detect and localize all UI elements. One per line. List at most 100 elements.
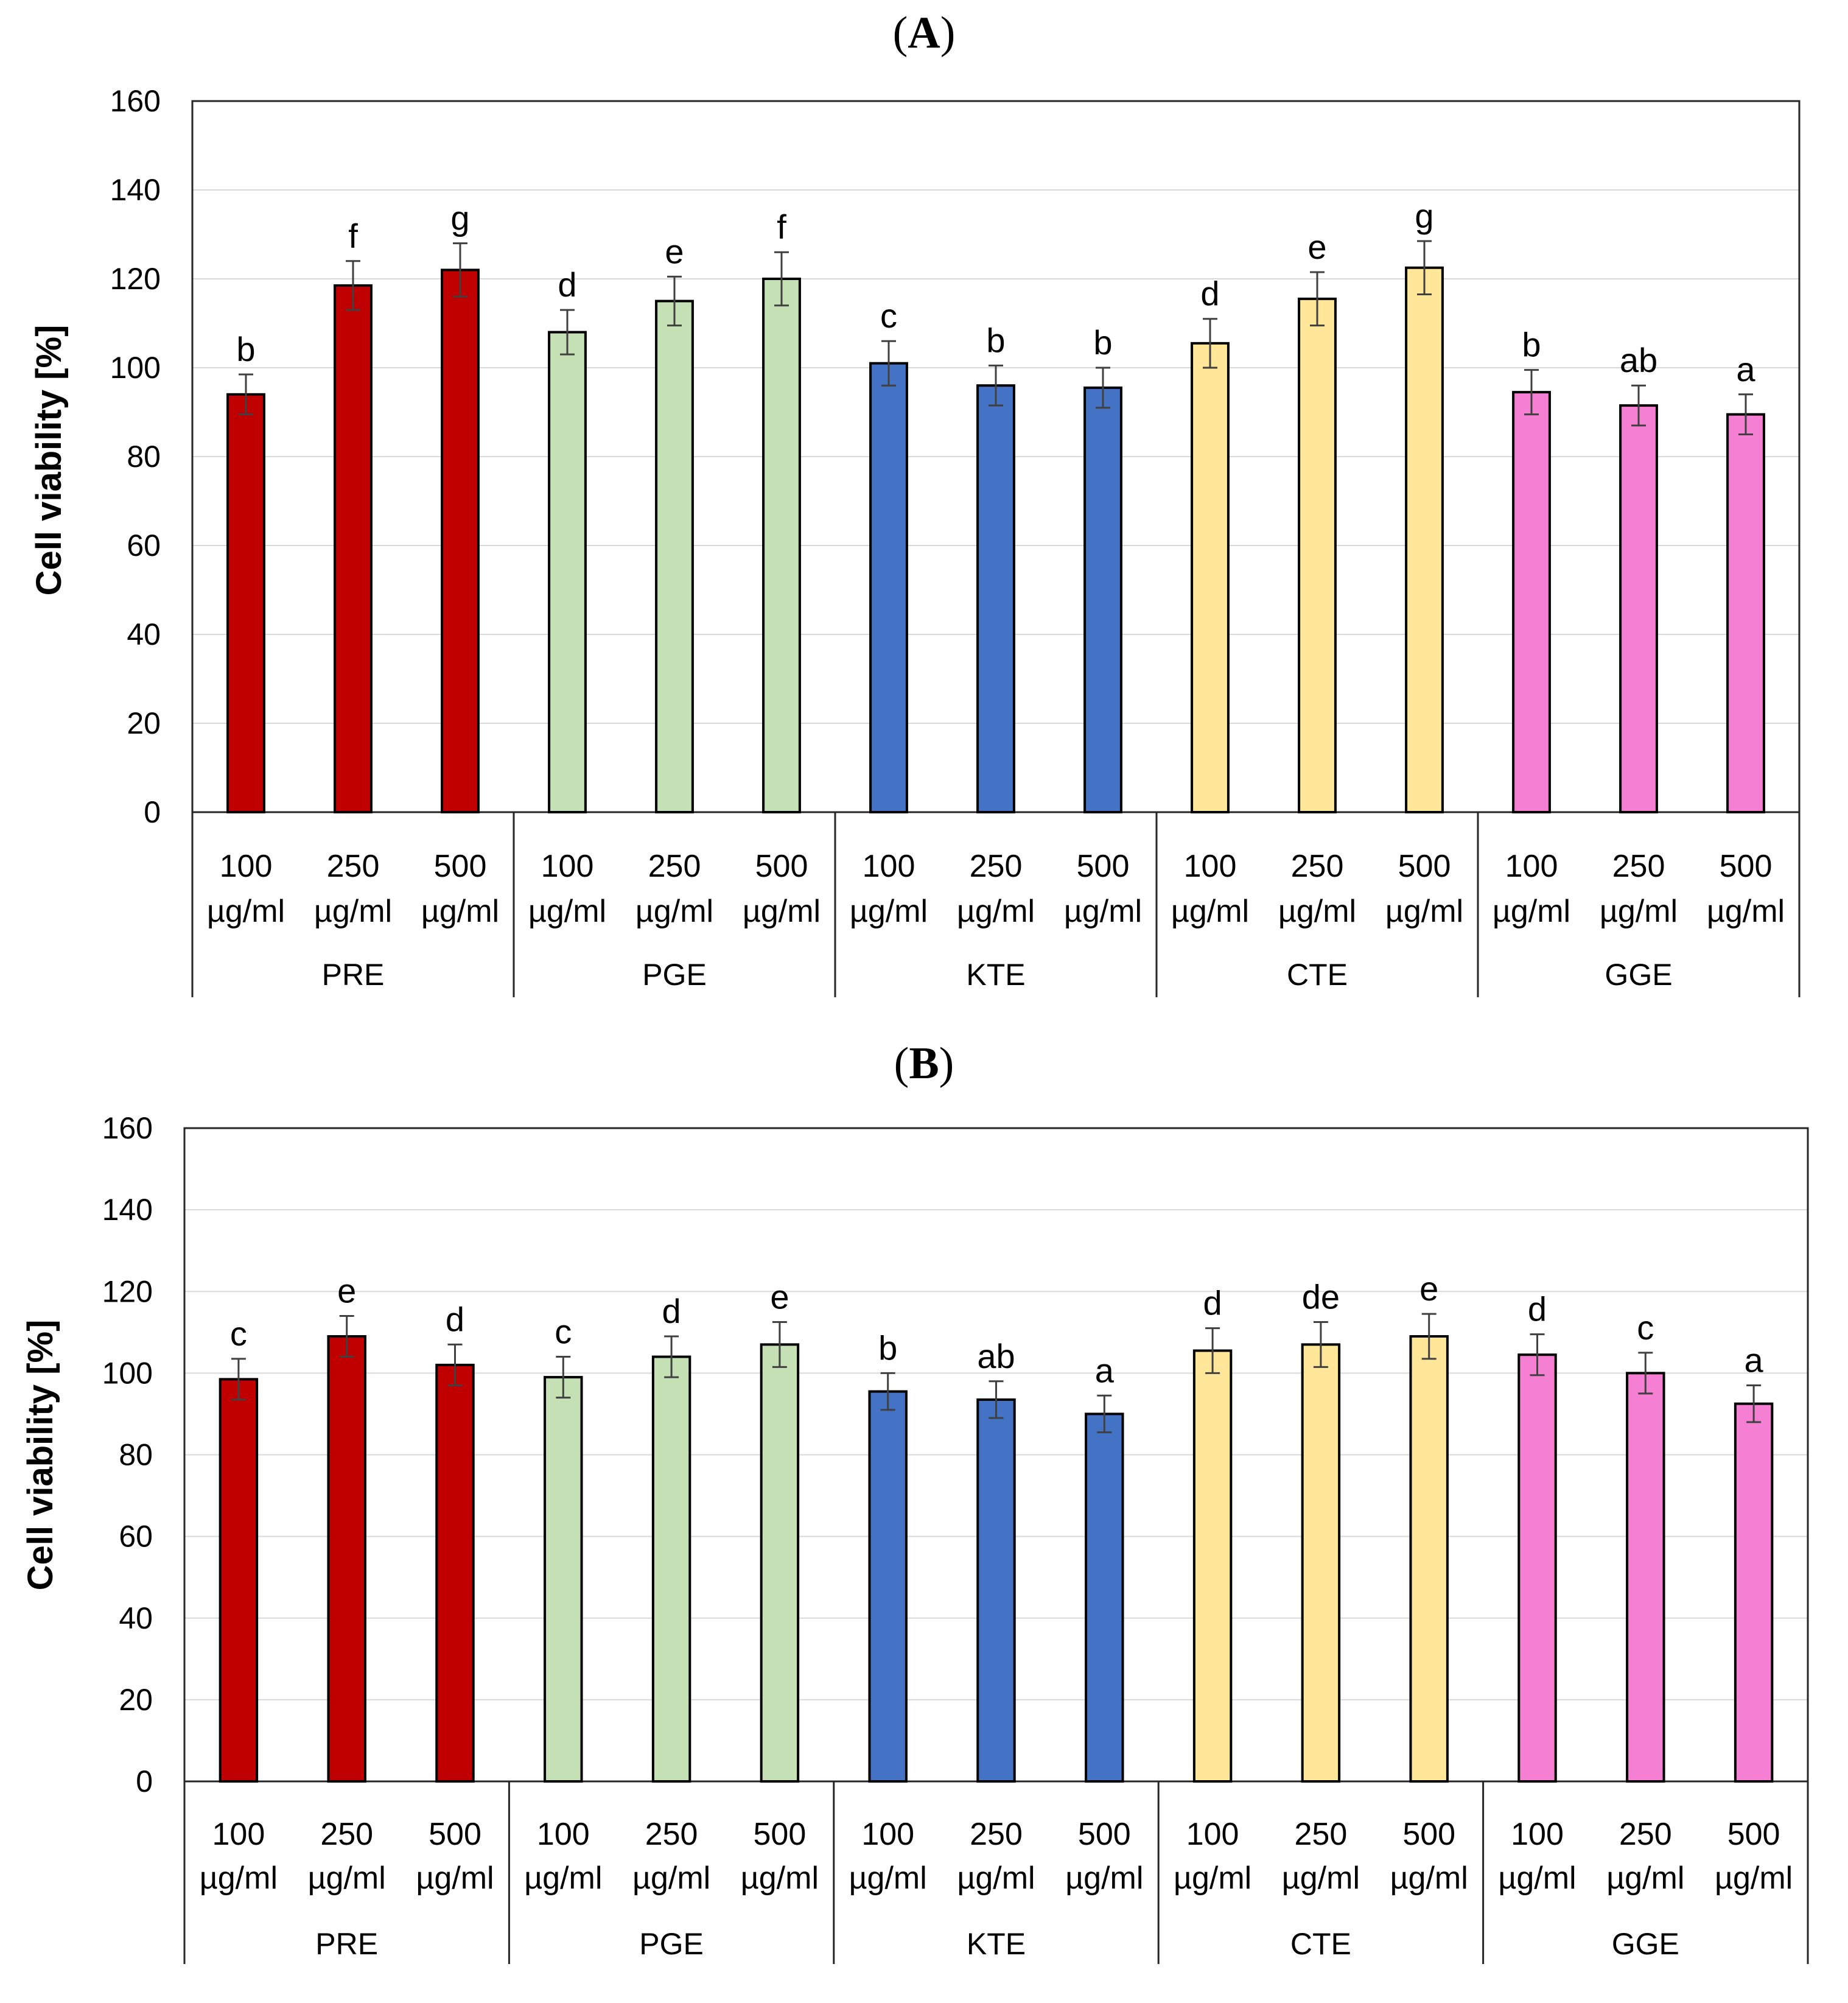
x-tick-label: 250: [645, 1817, 698, 1852]
bar: [762, 278, 801, 813]
significance-letter: a: [1736, 350, 1755, 388]
bar: [760, 1343, 800, 1783]
x-tick-unit: µg/ml: [1174, 1861, 1251, 1896]
chart-panel-b: 0 20 40 60 80 100 120 140 160 Cell viability [%] P…: [21, 1111, 1809, 1964]
x-tick-unit: µg/ml: [1390, 1861, 1468, 1896]
x-tick-unit: µg/ml: [524, 1861, 602, 1896]
significance-letter: e: [1419, 1269, 1438, 1308]
bar: [1191, 342, 1230, 813]
bar: [651, 1355, 691, 1783]
x-tick-unit: µg/ml: [1498, 1861, 1576, 1896]
significance-letter: ab: [977, 1337, 1015, 1375]
bar: [327, 1335, 366, 1783]
y-tick-label: 40: [119, 1601, 153, 1635]
x-tick-unit: µg/ml: [635, 894, 713, 929]
significance-letter: d: [446, 1300, 464, 1338]
significance-letter: b: [236, 330, 255, 368]
x-group-label: GGE: [1605, 958, 1672, 992]
x-tick-unit: µg/ml: [957, 1861, 1035, 1896]
x-tick-label: 500: [434, 849, 487, 884]
x-tick-unit: µg/ml: [1282, 1861, 1360, 1896]
bar: [334, 284, 373, 813]
bar: [544, 1376, 583, 1783]
bar: [869, 362, 908, 813]
x-group-label: KTE: [966, 958, 1025, 992]
bar: [441, 268, 480, 813]
x-tick-label: 500: [429, 1817, 481, 1852]
bar: [1626, 1372, 1665, 1783]
y-tick-label: 60: [127, 528, 161, 563]
bar: [1192, 1349, 1233, 1783]
significance-letter: ab: [1620, 341, 1657, 379]
significance-letter: e: [665, 232, 684, 270]
bar: [1734, 1402, 1774, 1783]
x-tick-unit: µg/ml: [1278, 894, 1356, 929]
x-tick-label: 100: [1511, 1817, 1564, 1852]
x-tick-label: 500: [1077, 849, 1130, 884]
x-group-label: KTE: [967, 1927, 1026, 1961]
significance-letter: a: [1095, 1351, 1115, 1389]
significance-letter: c: [1637, 1308, 1654, 1347]
panel-b-title: (B): [894, 1039, 954, 1089]
bar: [868, 1390, 908, 1783]
y-tick-label: 100: [110, 351, 161, 385]
x-group-label: PGE: [642, 958, 707, 992]
x-tick-label: 100: [1186, 1817, 1239, 1852]
x-tick-label: 250: [1619, 1817, 1672, 1852]
significance-letter: d: [1200, 275, 1219, 313]
x-tick-label: 500: [1402, 1817, 1455, 1852]
x-tick-label: 100: [863, 849, 915, 884]
x-tick-unit: µg/ml: [957, 894, 1035, 929]
x-group-label: CTE: [1290, 1927, 1351, 1961]
y-axis-label: Cell viability [%]: [21, 1320, 60, 1591]
x-tick-label: 500: [1078, 1817, 1131, 1852]
x-tick-label: 500: [1398, 849, 1451, 884]
y-tick-label: 20: [119, 1683, 153, 1717]
x-tick-unit: µg/ml: [314, 894, 392, 929]
significance-letter: e: [337, 1271, 356, 1310]
x-tick-unit: µg/ml: [1493, 894, 1570, 929]
x-tick-label: 250: [648, 849, 701, 884]
significance-letter: g: [1415, 197, 1433, 235]
y-axis-label: Cell viability [%]: [29, 325, 69, 596]
x-tick-label: 250: [970, 849, 1023, 884]
x-tick-label: 250: [327, 849, 380, 884]
y-tick-label: 40: [127, 617, 161, 651]
x-tick-label: 500: [1720, 849, 1773, 884]
significance-letter: d: [558, 265, 576, 304]
x-tick-unit: µg/ml: [1715, 1861, 1793, 1896]
significance-letter: a: [1745, 1341, 1764, 1379]
panel-a-title: (A): [892, 8, 956, 58]
x-tick-label: 250: [1295, 1817, 1348, 1852]
chart-panel-a: 0 20 40 60 80 100 120 140 160 Cell viability [%] P…: [29, 84, 1801, 997]
x-tick-label: 250: [970, 1817, 1023, 1852]
significance-letter: b: [986, 321, 1005, 359]
y-tick-label: 120: [110, 262, 161, 296]
x-tick-label: 250: [1291, 849, 1344, 884]
x-tick-label: 250: [1612, 849, 1665, 884]
significance-letter: de: [1302, 1278, 1340, 1316]
bar: [1083, 386, 1122, 813]
y-tick-label: 140: [110, 173, 161, 207]
panel-b-label: B: [909, 1039, 939, 1089]
y-tick-label: 140: [102, 1193, 153, 1227]
bar: [1517, 1353, 1557, 1783]
bar: [1301, 1343, 1341, 1783]
y-tick-label: 0: [136, 1764, 153, 1798]
bar: [1405, 266, 1444, 813]
x-group-label: PRE: [322, 958, 385, 992]
significance-letter: g: [450, 199, 469, 237]
x-tick-label: 500: [754, 1817, 807, 1852]
significance-letter: c: [555, 1313, 572, 1351]
x-tick-unit: µg/ml: [207, 894, 285, 929]
significance-letter: d: [1528, 1290, 1547, 1328]
x-tick-unit: µg/ml: [1606, 1861, 1684, 1896]
x-tick-unit: µg/ml: [416, 1861, 494, 1896]
x-tick-unit: µg/ml: [200, 1861, 278, 1896]
bar: [1085, 1412, 1124, 1783]
x-tick-label: 500: [1727, 1817, 1780, 1852]
significance-letter: d: [662, 1292, 681, 1330]
significance-letter: b: [878, 1328, 897, 1367]
y-tick-label: 100: [102, 1356, 153, 1390]
